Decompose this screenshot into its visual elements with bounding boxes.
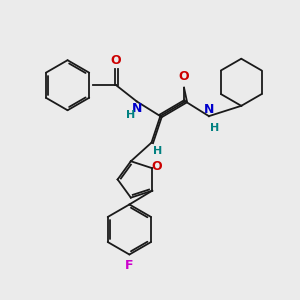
Text: O: O <box>111 54 122 67</box>
Text: H: H <box>210 123 219 133</box>
Text: F: F <box>125 259 134 272</box>
Text: O: O <box>151 160 162 173</box>
Text: N: N <box>132 102 142 115</box>
Text: H: H <box>126 110 135 120</box>
Text: O: O <box>178 70 189 83</box>
Text: H: H <box>153 146 163 156</box>
Text: N: N <box>204 103 215 116</box>
